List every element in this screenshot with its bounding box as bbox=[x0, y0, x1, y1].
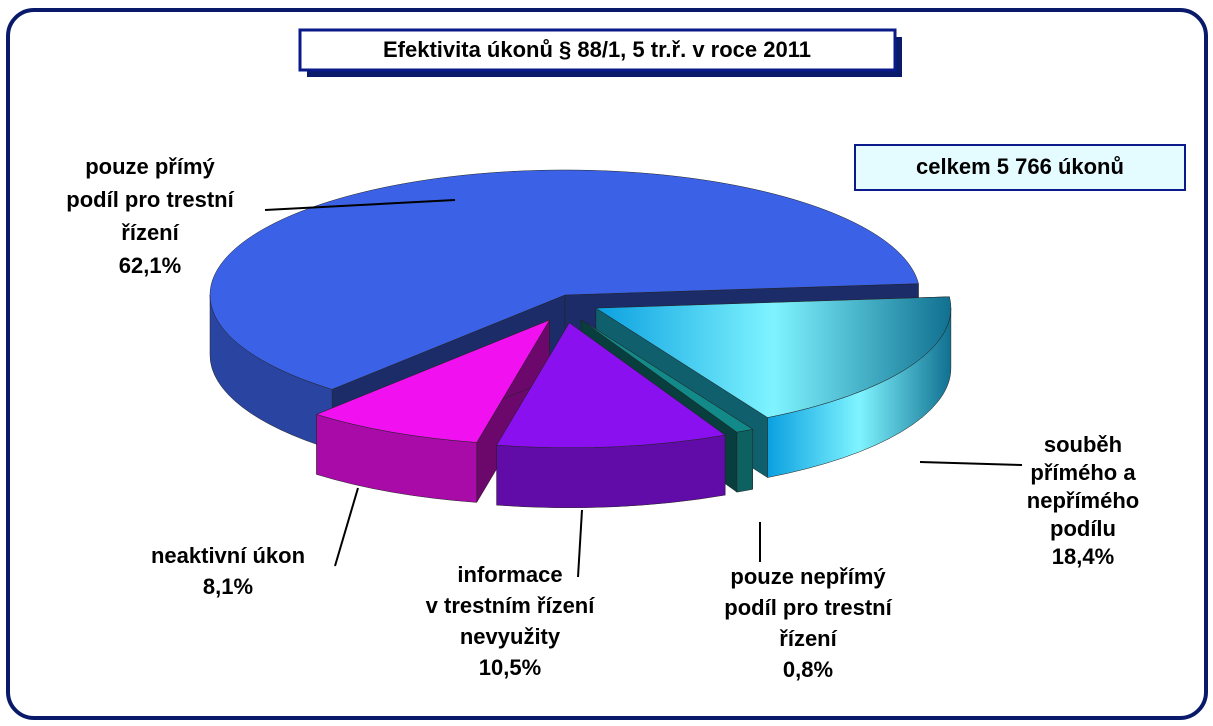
value-label: 62,1% bbox=[119, 253, 181, 278]
slice bbox=[315, 319, 551, 443]
pie bbox=[209, 169, 952, 509]
leader-line bbox=[264, 199, 456, 211]
value-label: 8,1% bbox=[203, 574, 253, 599]
leader-line bbox=[334, 487, 359, 567]
slice-label: informace v trestním řízení nevyužity bbox=[426, 562, 596, 649]
slice-label: neaktivní úkon bbox=[151, 543, 305, 568]
value-label: 10,5% bbox=[479, 655, 541, 680]
slice-label: pouze přímý podíl pro trestní řízení bbox=[66, 154, 234, 245]
leader-line bbox=[919, 461, 1023, 466]
leader-line bbox=[577, 509, 583, 578]
annotation: celkem 5 766 úkonů bbox=[916, 154, 1124, 179]
annotation-box bbox=[854, 144, 1186, 191]
slice bbox=[580, 319, 754, 433]
value-label: 0,8% bbox=[783, 657, 833, 682]
slice bbox=[496, 322, 726, 449]
value-label: 18,4% bbox=[1052, 544, 1114, 569]
slice-label: pouze nepřímý podíl pro trestní řízení bbox=[724, 564, 892, 651]
slice-label: souběh přímého a nepřímého podílu bbox=[1027, 432, 1139, 541]
slice bbox=[209, 169, 919, 390]
slice bbox=[595, 296, 952, 418]
slice-side bbox=[736, 428, 754, 493]
title-box bbox=[298, 28, 897, 72]
chart-title: Efektivita úkonů § 88/1, 5 tr.ř. v roce … bbox=[383, 37, 811, 62]
